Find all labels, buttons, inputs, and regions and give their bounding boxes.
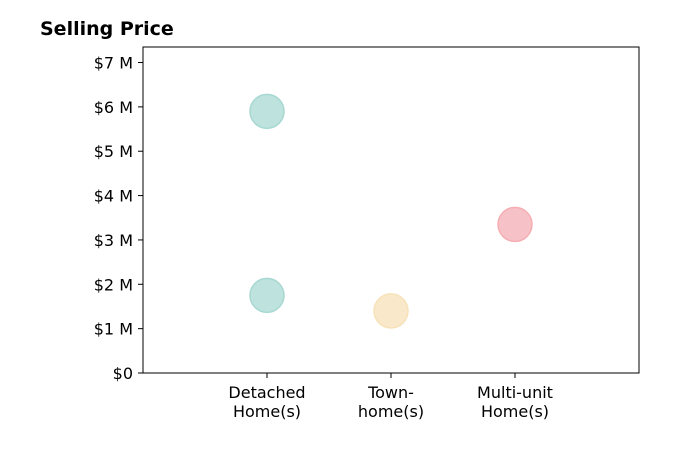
data-point: [373, 293, 409, 329]
chart-title: Selling Price: [40, 18, 174, 40]
x-tick-label: home(s): [358, 402, 424, 421]
y-tick-label: $2 M: [94, 275, 133, 294]
plot-area: $0$1 M$2 M$3 M$4 M$5 M$6 M$7 MDetachedHo…: [94, 46, 640, 421]
data-point: [249, 93, 285, 130]
data-point: [249, 277, 285, 314]
data-point: [497, 206, 533, 243]
x-tick-label: Detached: [228, 383, 305, 402]
y-tick-label: $4 M: [94, 187, 133, 206]
y-tick-label: $0: [113, 364, 133, 383]
y-tick-label: $3 M: [94, 231, 133, 250]
x-tick-label: Multi-unit: [477, 383, 553, 402]
y-tick-label: $1 M: [94, 320, 133, 339]
x-tick-label: Town-: [367, 383, 414, 402]
y-tick-label: $6 M: [94, 98, 133, 117]
y-tick-label: $7 M: [94, 54, 133, 73]
x-tick-label: Home(s): [481, 402, 549, 421]
y-tick-label: $5 M: [94, 142, 133, 161]
x-tick-label: Home(s): [233, 402, 301, 421]
